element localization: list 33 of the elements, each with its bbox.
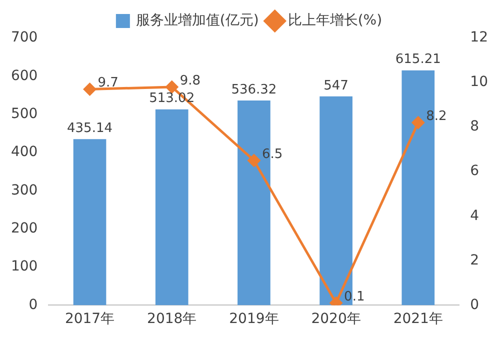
bar [155,109,188,306]
y2-tick-label: 0 [470,296,480,313]
y2-tick-label: 2 [470,252,480,268]
y-tick-label: 300 [10,182,38,198]
y2-tick-label: 10 [470,74,488,90]
point [412,116,424,129]
data-label: 435.14 [67,120,113,136]
y2-tick-label: 6 [470,163,480,180]
data-label: 547 [324,78,348,94]
point [84,82,96,96]
data-label: 536.32 [231,82,277,98]
x-tick-label: 2018年 [147,311,197,328]
y-tick-label: 200 [10,220,38,236]
point [248,154,260,167]
data-label: 9.8 [180,73,201,88]
y-tick-label: 400 [10,144,38,160]
y-tick-label: 600 [10,68,38,84]
x-tick-label: 2017年 [64,311,115,328]
x-tick-label: 2020年 [311,311,361,328]
bar [73,139,106,306]
y-tick-label: 100 [10,258,38,275]
legend-label: 比上年增长(%) [288,12,382,29]
data-label: 9.7 [98,76,118,91]
y-tick-label: 500 [10,106,38,122]
y2-tick-label: 4 [470,208,480,224]
legend-label: 服务业增加值(亿元) [136,12,259,29]
y2-tick-label: 8 [470,118,480,135]
y-tick-label: 700 [10,30,38,46]
y-tick-label: 0 [28,296,38,313]
x-tick-label: 2019年 [229,311,279,328]
x-tick-label: 2021年 [393,311,443,328]
data-label: 615.21 [395,52,441,68]
y2-tick-label: 12 [470,30,488,46]
